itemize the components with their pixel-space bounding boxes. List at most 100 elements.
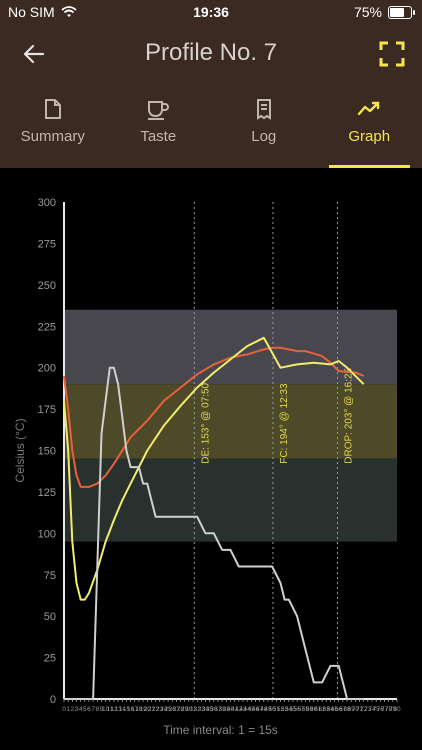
x-tick-label-17: 17 [131, 706, 139, 713]
battery-group: 75% [353, 4, 415, 20]
battery-icon [388, 5, 415, 19]
x-tick-label-70: 70 [352, 706, 360, 713]
x-tick-label-47: 47 [256, 706, 264, 713]
y-axis-label: Celsius (°C) [13, 418, 27, 482]
x-tick-label-20: 20 [144, 706, 152, 713]
x-tick-label-6: 6 [87, 706, 91, 713]
x-tick-label-5: 5 [83, 706, 87, 713]
x-tick-label-50: 50 [269, 706, 277, 713]
tab-summary-label: Summary [20, 128, 85, 145]
x-axis-label: Time interval: 1 = 15s [163, 723, 278, 737]
cup-icon [148, 101, 170, 120]
x-tick-label-43: 43 [239, 706, 247, 713]
tab-bar: Summary Taste Log Graph [0, 84, 422, 168]
y-tick-label-1: 25 [44, 653, 56, 665]
x-tick-label-53: 53 [281, 706, 289, 713]
y-tick-label-11: 275 [38, 238, 56, 250]
battery-percent: 75% [353, 4, 382, 20]
fullscreen-button[interactable] [374, 36, 410, 72]
x-tick-label-73: 73 [364, 706, 372, 713]
x-tick-label-77: 77 [381, 706, 389, 713]
x-tick-label-2: 2 [71, 706, 75, 713]
x-tick-label-29: 29 [181, 706, 189, 713]
x-tick-label-39: 39 [223, 706, 231, 713]
x-tick-label-58: 58 [302, 706, 310, 713]
series-line-1 [63, 336, 365, 601]
document-icon [44, 99, 61, 119]
x-tick-label-10: 10 [102, 706, 110, 713]
tab-taste-label: Taste [140, 128, 177, 145]
x-tick-label-54: 54 [285, 706, 293, 713]
y-tick-label-8: 200 [38, 363, 56, 375]
tab-log-label: Log [251, 128, 277, 145]
x-tick-label-51: 51 [273, 706, 281, 713]
x-tick-label-7: 7 [91, 706, 95, 713]
x-tick-label-12: 12 [110, 706, 118, 713]
x-tick-label-3: 3 [75, 706, 79, 713]
x-tick-label-71: 71 [356, 706, 364, 713]
x-tick-label-28: 28 [177, 706, 185, 713]
x-tick-label-69: 69 [348, 706, 356, 713]
y-tick-label-10: 250 [38, 280, 56, 292]
x-tick-label-46: 46 [252, 706, 260, 713]
x-tick-label-64: 64 [327, 706, 335, 713]
back-button[interactable] [16, 36, 52, 72]
carrier-group: No SIM [8, 4, 77, 20]
x-tick-label-40: 40 [227, 706, 235, 713]
y-tick-label-12: 300 [38, 197, 56, 209]
wifi-icon [61, 6, 77, 17]
x-tick-label-15: 15 [123, 706, 131, 713]
x-tick-label-16: 16 [127, 706, 135, 713]
x-tick-label-4: 4 [79, 706, 83, 713]
x-tick-label-31: 31 [189, 706, 197, 713]
x-tick-label-11: 11 [106, 706, 113, 713]
x-tick-label-56: 56 [293, 706, 301, 713]
chart-line-icon [358, 101, 380, 116]
x-tick-label-38: 38 [219, 706, 227, 713]
x-tick-label-23: 23 [156, 706, 164, 713]
x-tick-label-44: 44 [244, 706, 252, 713]
x-tick-label-55: 55 [289, 706, 297, 713]
x-tick-label-13: 13 [114, 706, 122, 713]
x-tick-label-8: 8 [95, 706, 99, 713]
band-2 [64, 458, 397, 542]
x-tick-label-0: 0 [62, 706, 66, 713]
tab-graph-label: Graph [348, 128, 391, 145]
x-tick-label-63: 63 [323, 706, 331, 713]
x-tick-label-37: 37 [214, 706, 222, 713]
y-tick-label-2: 50 [44, 611, 56, 623]
y-tick-label-9: 225 [38, 321, 56, 333]
x-tick-label-35: 35 [206, 706, 214, 713]
fullscreen-icon [379, 41, 405, 67]
x-tick-label-36: 36 [210, 706, 218, 713]
tab-log[interactable]: Log [211, 84, 317, 168]
x-tick-label-62: 62 [318, 706, 326, 713]
x-tick-label-80: 80 [393, 706, 401, 713]
tab-graph[interactable]: Graph [317, 84, 422, 168]
y-tick-label-7: 175 [38, 404, 56, 416]
tab-summary[interactable]: Summary [0, 84, 106, 168]
x-tick-label-1: 1 [66, 706, 70, 713]
x-tick-label-57: 57 [298, 706, 306, 713]
x-tick-label-32: 32 [194, 706, 202, 713]
clock: 19:36 [193, 4, 229, 20]
x-tick-label-30: 30 [185, 706, 193, 713]
x-tick-label-22: 22 [152, 706, 160, 713]
x-tick-label-9: 9 [100, 706, 104, 713]
tab-taste[interactable]: Taste [106, 84, 212, 168]
x-tick-label-48: 48 [260, 706, 268, 713]
x-tick-label-24: 24 [160, 706, 168, 713]
event-label-1: FC: 194° @ 12:33 [279, 383, 290, 464]
x-tick-label-79: 79 [389, 706, 397, 713]
x-tick-label-45: 45 [248, 706, 256, 713]
roast-graph: DE: 153° @ 07:50 FC: 194° @ 12:33 DROP: 20… [13, 197, 401, 737]
x-tick-label-42: 42 [235, 706, 243, 713]
receipt-icon [256, 99, 271, 120]
x-tick-label-33: 33 [198, 706, 206, 713]
x-tick-label-21: 21 [148, 706, 156, 713]
arrow-left-icon [23, 44, 45, 64]
x-tick-label-49: 49 [264, 706, 272, 713]
series-line-2 [64, 366, 364, 700]
x-tick-label-74: 74 [368, 706, 376, 713]
x-tick-label-26: 26 [169, 706, 177, 713]
